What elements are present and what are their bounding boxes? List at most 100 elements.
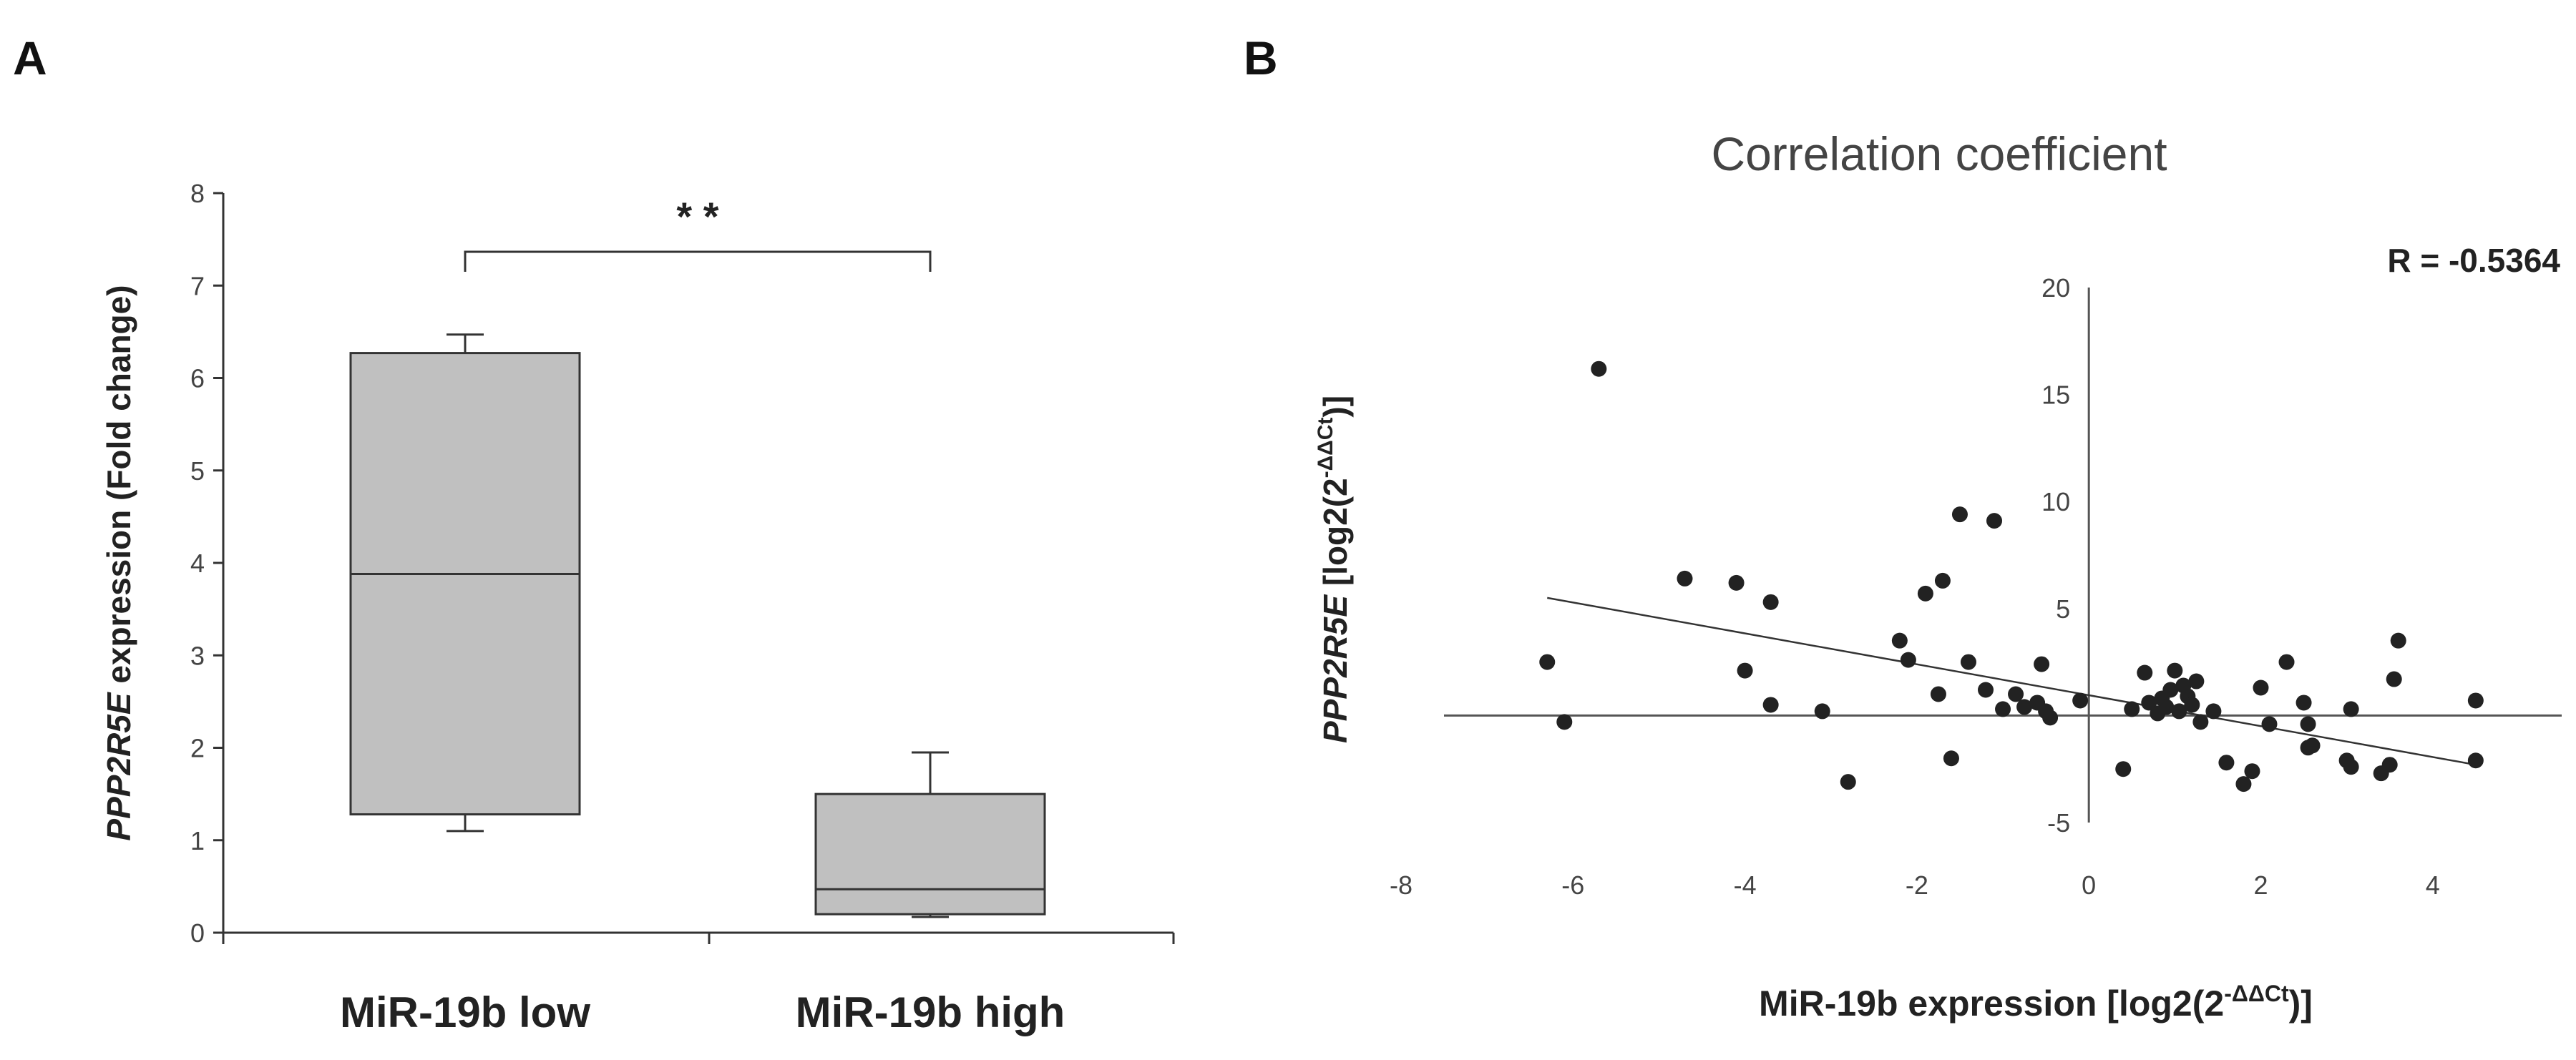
scatter-point [1556, 714, 1573, 730]
scatter-y-tick-label: 20 [2041, 273, 2070, 303]
correlation-value: R = -0.5364 [2387, 242, 2560, 279]
box-plot-y-tick-label: 5 [190, 456, 205, 486]
scatter-points [1539, 360, 2484, 792]
scatter-y-label-end: )] [1317, 396, 1354, 418]
scatter-point [1951, 506, 1968, 523]
panel-label-a: A [13, 31, 47, 84]
scatter-x-tick-label: -6 [1561, 870, 1584, 900]
scatter-point [2171, 703, 2187, 720]
box-plot-panel: 0 1 2 3 4 5 6 7 8 * * PPP2R5E expression (Fold c… [100, 179, 1175, 1036]
scatter-point [1677, 570, 1693, 587]
scatter-point [1978, 682, 1994, 698]
scatter-point [2390, 632, 2406, 649]
scatter-point [2042, 710, 2059, 726]
scatter-x-label-main: MiR-19b expression [log2(2 [1759, 983, 2224, 1024]
scatter-point [1960, 654, 1976, 670]
scatter-y-label-gene: PPP2R5E [1317, 594, 1354, 743]
scatter-point [1986, 513, 2003, 529]
scatter-point [2218, 755, 2235, 771]
scatter-point [1728, 574, 1745, 591]
box-plot-y-tick-label: 4 [190, 549, 205, 578]
scatter-point [1737, 662, 1753, 679]
scatter-x-tick-label: 4 [2426, 870, 2440, 900]
scatter-title: Correlation coefficient [1711, 127, 2167, 180]
scatter-point [2008, 686, 2024, 702]
box-plot-y-tick-label: 8 [190, 179, 205, 208]
box-plot-y-label-gene: PPP2R5E [100, 692, 137, 840]
scatter-point [2467, 692, 2484, 709]
box-plot-y-tick-label: 0 [190, 918, 205, 948]
scatter-y-tick-label: 5 [2056, 594, 2070, 624]
scatter-y-tick-label: 15 [2041, 381, 2070, 410]
scatter-point [2072, 692, 2089, 709]
box-plot-y-label-rest: expression (Fold change) [100, 285, 137, 692]
scatter-point [2162, 682, 2179, 698]
scatter-point [2300, 716, 2316, 732]
scatter-point [2137, 664, 2153, 681]
scatter-point [2386, 671, 2402, 687]
scatter-x-label-end: )] [2289, 983, 2313, 1024]
scatter-point [2016, 699, 2033, 715]
scatter-y-tick-label: 10 [2041, 487, 2070, 516]
scatter-point [2124, 701, 2140, 717]
scatter-point [2167, 662, 2183, 679]
box-plot-y-tick-label: 7 [190, 271, 205, 300]
scatter-y-label-main: [log2(2 [1317, 478, 1354, 595]
scatter-point [1917, 585, 1933, 602]
scatter-axes: -8 -6 -4 -2 0 2 4 -5 5 10 15 20 [1390, 273, 2562, 900]
box-plot-boxes [349, 333, 1046, 918]
scatter-plot-panel: Correlation coefficient R = -0.5364 -8 -6… [1314, 127, 2562, 1024]
significance-bracket-line [464, 250, 932, 272]
scatter-point [2205, 703, 2222, 720]
scatter-point [1591, 360, 1607, 377]
box-plot-y-tick-label: 2 [190, 734, 205, 763]
scatter-x-axis-label: MiR-19b expression [log2(2-ΔΔCt)] [1759, 981, 2313, 1024]
scatter-point [1539, 654, 1556, 670]
scatter-point [2115, 761, 2132, 777]
scatter-x-tick-label: -8 [1390, 870, 1413, 900]
scatter-point [2343, 759, 2359, 775]
box-plot-x-axis [222, 931, 1175, 944]
scatter-point [1900, 652, 1916, 668]
scatter-point [1762, 697, 1779, 713]
box-plot-y-tick-label: 3 [190, 641, 205, 670]
category-label-high: MiR-19b high [796, 988, 1065, 1036]
box-plot-y-axis: 0 1 2 3 4 5 6 7 8 [190, 179, 225, 948]
scatter-x-label-sup: -ΔΔCt [2224, 981, 2289, 1006]
scatter-point [1814, 703, 1830, 720]
scatter-point [2184, 697, 2200, 713]
box-plot-y-axis-label: PPP2R5E expression (Fold change) [100, 285, 137, 840]
scatter-point [1995, 701, 2011, 717]
scatter-point [1840, 774, 1856, 790]
trend-line [1547, 597, 2477, 766]
significance-marker: * * [676, 194, 718, 239]
scatter-point [2261, 716, 2278, 732]
significance-bracket: * * [464, 194, 932, 272]
category-label-low: MiR-19b low [340, 988, 590, 1036]
scatter-y-axis-label: PPP2R5E [log2(2-ΔΔCt)] [1314, 396, 1354, 743]
scatter-point [2141, 695, 2157, 711]
box-plot-y-tick-label: 1 [190, 826, 205, 855]
scatter-point [2467, 752, 2484, 769]
scatter-x-tick-label: 2 [2253, 870, 2268, 900]
scatter-x-tick-label: 0 [2082, 870, 2096, 900]
scatter-point [1934, 572, 1951, 589]
scatter-point [2381, 757, 2398, 773]
scatter-x-tick-label: -4 [1734, 870, 1757, 900]
scatter-point [1891, 632, 1908, 649]
scatter-point [2244, 763, 2260, 780]
scatter-point [1943, 750, 1959, 767]
scatter-point [2296, 695, 2312, 711]
scatter-point [2158, 699, 2175, 715]
scatter-point [1930, 686, 1946, 702]
scatter-point [2253, 679, 2269, 696]
scatter-point [2343, 701, 2359, 717]
box-plot-y-tick-label: 6 [190, 364, 205, 393]
scatter-y-tick-label: -5 [2047, 808, 2070, 838]
scatter-x-tick-label: -2 [1906, 870, 1928, 900]
box-body [814, 792, 1046, 916]
scatter-point [2192, 714, 2209, 730]
trend-line-segment [1547, 597, 2477, 766]
panel-label-b: B [1244, 31, 1278, 84]
